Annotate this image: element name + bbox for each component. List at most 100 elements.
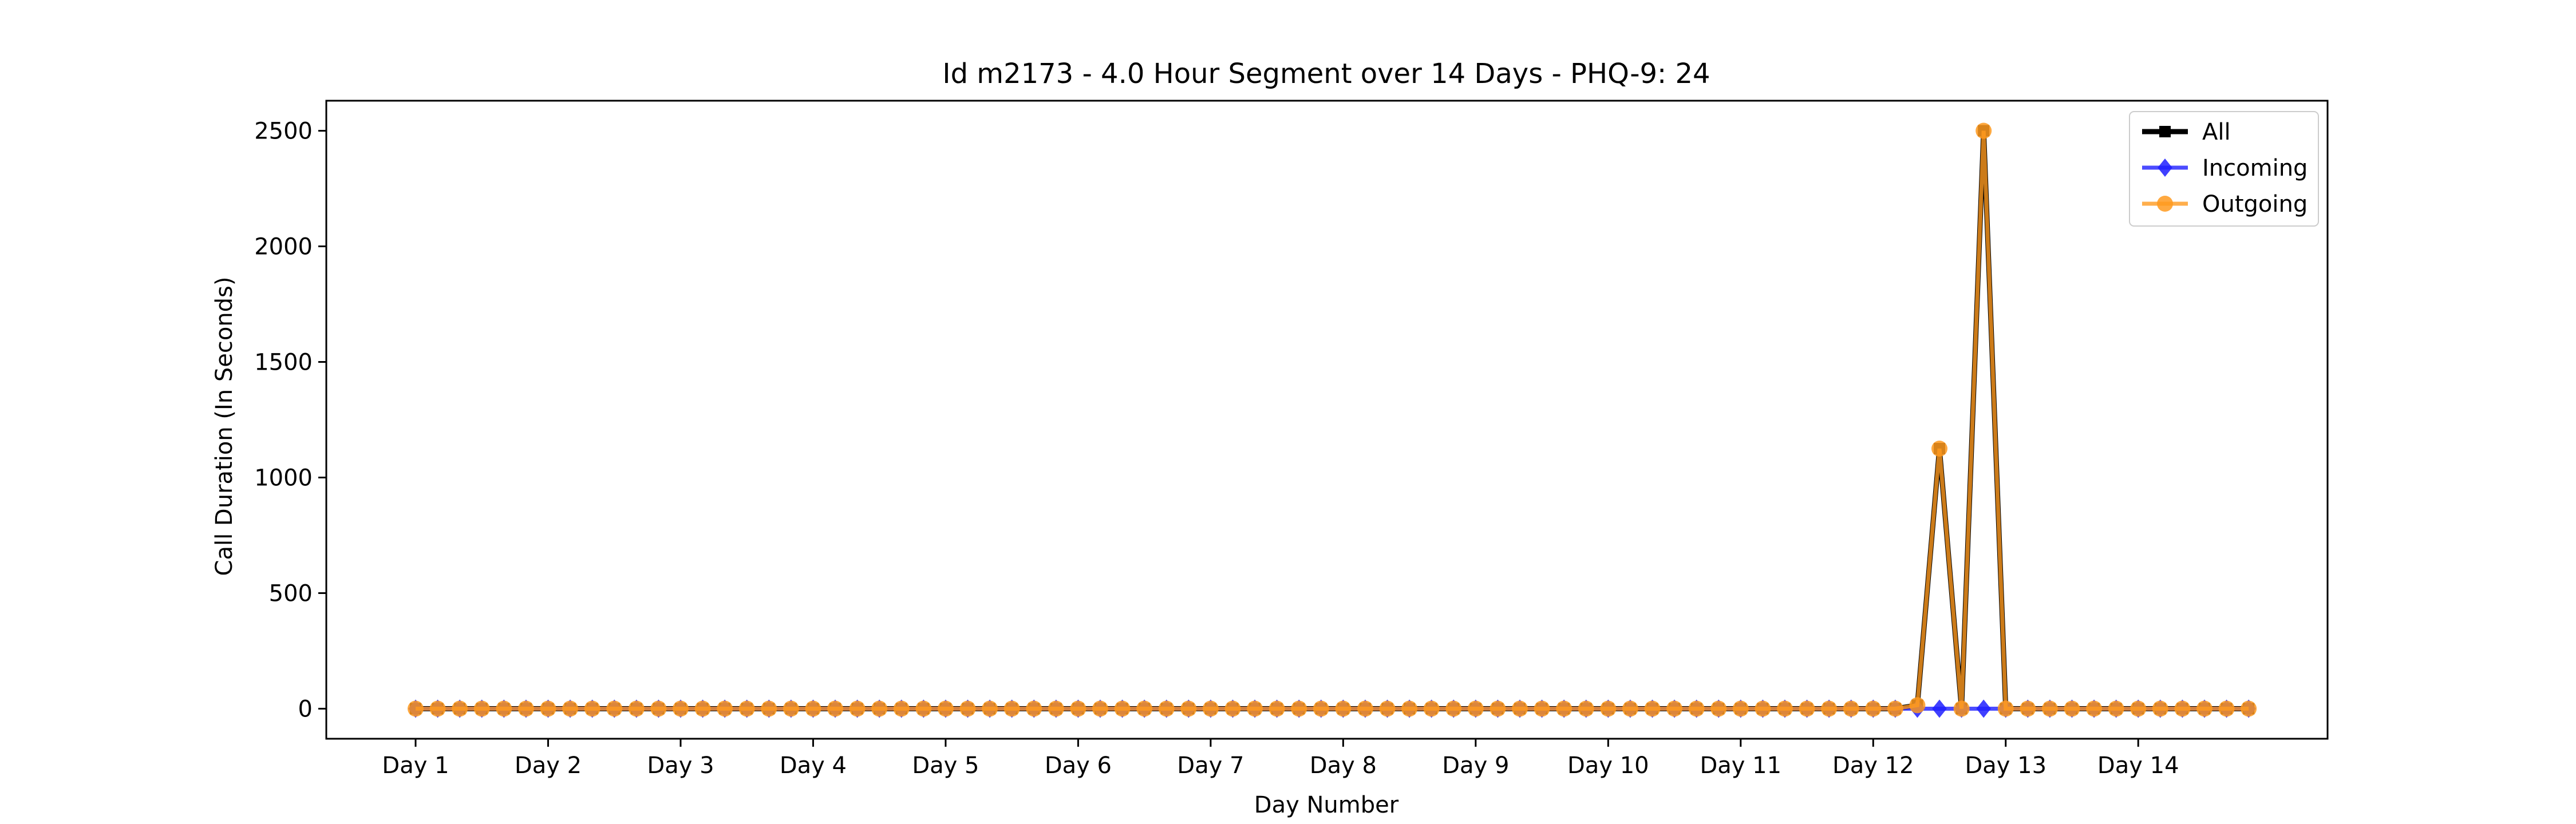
data-point-outgoing xyxy=(827,700,844,717)
x-tick-label: Day 8 xyxy=(1310,752,1377,779)
data-point-outgoing xyxy=(452,700,468,717)
data-point-outgoing xyxy=(1202,700,1219,717)
data-point-outgoing xyxy=(540,700,556,717)
series-line-outgoing xyxy=(416,130,2249,711)
data-point-outgoing xyxy=(1445,700,1462,717)
x-tick-label: Day 13 xyxy=(1965,752,2046,779)
data-point-outgoing xyxy=(1291,700,1307,717)
data-point-outgoing xyxy=(1423,700,1440,717)
legend-label-all: All xyxy=(2202,119,2231,145)
y-tick-label: 2000 xyxy=(254,234,313,260)
series-all xyxy=(410,125,2255,715)
data-point-outgoing xyxy=(2020,700,2036,717)
data-point-outgoing xyxy=(1755,700,1771,717)
data-point-incoming xyxy=(1932,699,1947,718)
data-point-outgoing xyxy=(1556,700,1573,717)
data-point-outgoing xyxy=(717,700,733,717)
data-point-outgoing xyxy=(1732,700,1749,717)
data-point-outgoing xyxy=(429,700,446,717)
data-point-outgoing xyxy=(606,700,623,717)
y-tick-label: 500 xyxy=(269,580,313,607)
x-tick-label: Day 1 xyxy=(382,752,449,779)
data-point-outgoing xyxy=(1180,700,1197,717)
data-point-outgoing xyxy=(783,700,799,717)
data-point-outgoing xyxy=(1224,700,1241,717)
data-point-outgoing xyxy=(1357,700,1373,717)
data-point-outgoing xyxy=(1136,700,1153,717)
data-point-outgoing xyxy=(1799,700,1815,717)
data-point-outgoing xyxy=(2130,700,2147,717)
data-point-outgoing xyxy=(1600,700,1617,717)
chart-title: Id m2173 - 4.0 Hour Segment over 14 Days… xyxy=(942,58,1710,90)
data-point-outgoing xyxy=(1887,700,1903,717)
data-point-outgoing xyxy=(937,700,954,717)
data-point-outgoing xyxy=(1865,700,1882,717)
data-point-outgoing xyxy=(1776,700,1793,717)
data-point-outgoing xyxy=(1092,700,1108,717)
data-point-outgoing xyxy=(672,700,689,717)
data-point-outgoing xyxy=(982,700,998,717)
data-point-outgoing xyxy=(1710,700,1727,717)
data-point-outgoing xyxy=(1335,700,1352,717)
data-point-outgoing xyxy=(1026,700,1042,717)
data-point-outgoing xyxy=(805,700,821,717)
data-point-outgoing xyxy=(408,700,424,717)
data-point-outgoing xyxy=(1490,700,1506,717)
data-point-outgoing xyxy=(2174,700,2191,717)
legend-frame xyxy=(2129,111,2319,227)
data-point-outgoing xyxy=(849,700,866,717)
data-point-outgoing xyxy=(1401,700,1418,717)
data-point-outgoing xyxy=(2196,700,2212,717)
y-tick-label: 0 xyxy=(298,696,313,722)
y-tick-label: 1500 xyxy=(254,350,313,376)
data-point-outgoing xyxy=(1048,700,1064,717)
series-outgoing xyxy=(408,122,2257,717)
data-point-outgoing xyxy=(562,700,579,717)
x-axis-label: Day Number xyxy=(1254,792,1399,818)
legend-marker-outgoing xyxy=(2157,196,2173,212)
x-tick-label: Day 12 xyxy=(1832,752,1914,779)
data-point-outgoing xyxy=(1666,700,1683,717)
legend-label-outgoing: Outgoing xyxy=(2202,191,2308,217)
x-tick-label: Day 5 xyxy=(912,752,979,779)
data-point-outgoing xyxy=(915,700,932,717)
data-point-outgoing xyxy=(2108,700,2124,717)
data-point-outgoing xyxy=(584,700,600,717)
x-axis: Day 1 Day 2 Day 3 Day 4 Day 5 Day 6 Day 7 Day 8… xyxy=(382,739,2179,779)
data-point-outgoing xyxy=(496,700,512,717)
data-point-outgoing xyxy=(1534,700,1550,717)
x-tick-label: Day 14 xyxy=(2097,752,2179,779)
x-tick-label: Day 10 xyxy=(1567,752,1649,779)
data-point-outgoing xyxy=(1247,700,1263,717)
x-tick-label: Day 2 xyxy=(515,752,582,779)
data-point-outgoing xyxy=(1976,122,1992,139)
data-point-outgoing xyxy=(2041,700,2058,717)
data-point-outgoing xyxy=(1114,700,1131,717)
legend: All Incoming Outgoing xyxy=(2129,111,2319,227)
data-point-outgoing xyxy=(1070,700,1086,717)
data-point-outgoing xyxy=(517,700,534,717)
data-point-outgoing xyxy=(1821,700,1838,717)
data-point-outgoing xyxy=(1467,700,1484,717)
x-tick-label: Day 6 xyxy=(1045,752,1112,779)
data-point-outgoing xyxy=(1931,440,1948,457)
x-tick-label: Day 3 xyxy=(647,752,714,779)
legend-marker-incoming xyxy=(2158,159,2172,177)
legend-label-incoming: Incoming xyxy=(2202,155,2308,181)
data-point-outgoing xyxy=(761,700,777,717)
data-point-outgoing xyxy=(1269,700,1285,717)
legend-marker-all xyxy=(2159,126,2171,137)
data-point-outgoing xyxy=(1953,700,1970,717)
data-point-outgoing xyxy=(1688,700,1705,717)
data-point-outgoing xyxy=(628,700,645,717)
data-point-outgoing xyxy=(1512,700,1528,717)
data-point-outgoing xyxy=(1578,700,1594,717)
x-tick-label: Day 11 xyxy=(1700,752,1781,779)
y-axis-label: Call Duration (In Seconds) xyxy=(211,277,238,576)
data-point-outgoing xyxy=(1909,697,1926,714)
y-tick-label: 1000 xyxy=(254,465,313,491)
data-point-outgoing xyxy=(1622,700,1638,717)
data-point-outgoing xyxy=(650,700,667,717)
data-point-outgoing xyxy=(1158,700,1175,717)
